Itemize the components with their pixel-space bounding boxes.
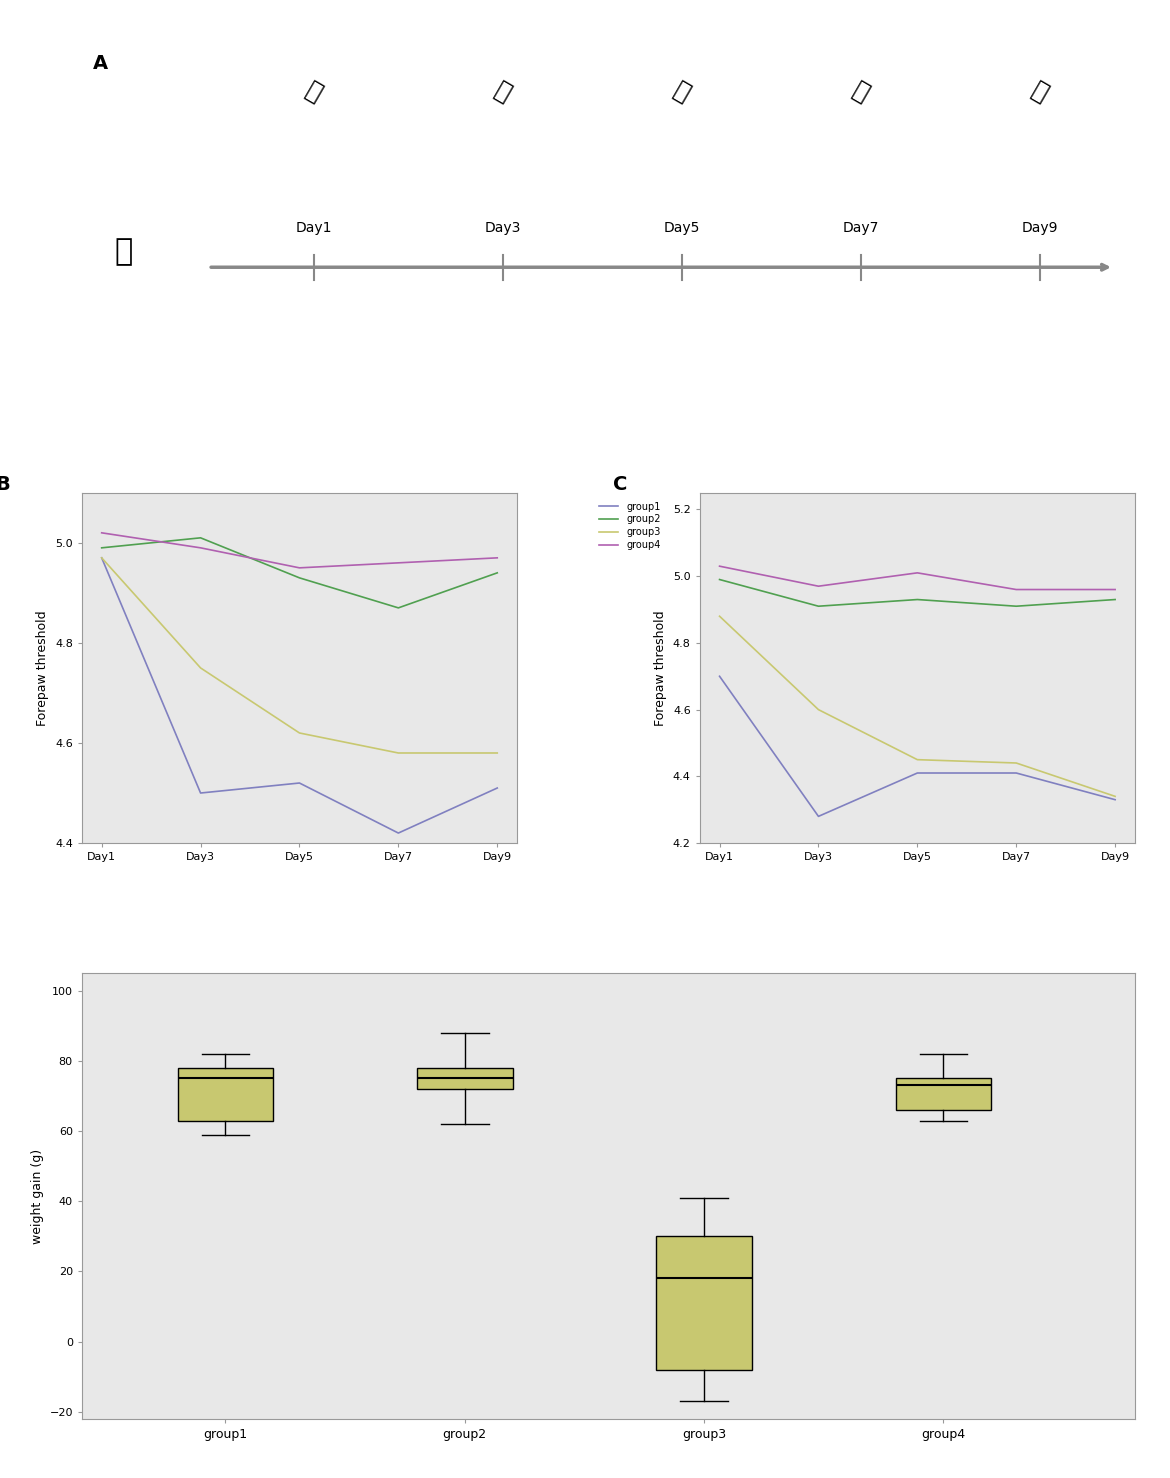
Text: 💉: 💉 [1027, 78, 1053, 106]
Y-axis label: Forepaw threshold: Forepaw threshold [36, 610, 49, 726]
PathPatch shape [178, 1069, 274, 1120]
Text: 💉: 💉 [301, 78, 326, 106]
Text: C: C [613, 476, 627, 494]
Text: 💉: 💉 [490, 78, 516, 106]
Text: Day1: Day1 [295, 222, 332, 235]
Text: A: A [92, 53, 108, 72]
Text: Day9: Day9 [1021, 222, 1059, 235]
Text: 🐀: 🐀 [115, 236, 133, 266]
Y-axis label: Forepaw threshold: Forepaw threshold [654, 610, 667, 726]
Text: Day5: Day5 [663, 222, 701, 235]
PathPatch shape [417, 1069, 512, 1089]
PathPatch shape [656, 1237, 752, 1370]
Text: B: B [0, 476, 9, 494]
Y-axis label: weight gain (g): weight gain (g) [30, 1148, 43, 1243]
Text: Day3: Day3 [484, 222, 522, 235]
Text: Day7: Day7 [842, 222, 880, 235]
PathPatch shape [895, 1079, 991, 1110]
Text: 💉: 💉 [848, 78, 874, 106]
Legend: group1, group2, group3, group4: group1, group2, group3, group4 [596, 498, 665, 554]
Text: 💉: 💉 [669, 78, 695, 106]
